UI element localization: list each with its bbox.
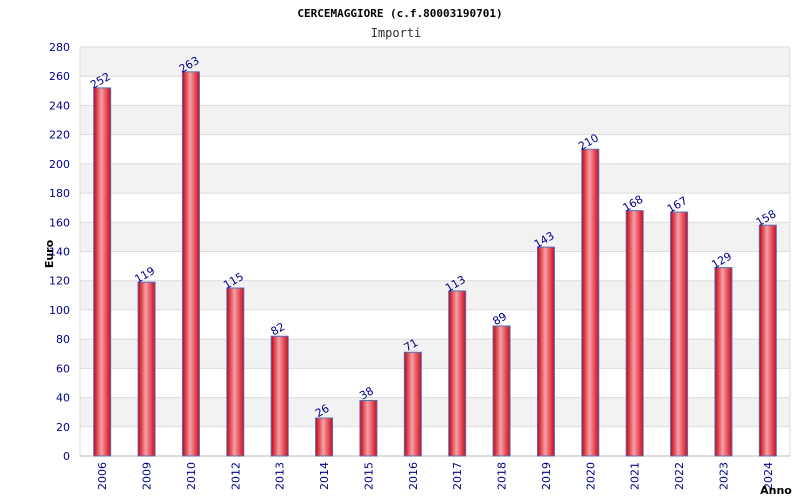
y-tick-label: 60 <box>56 362 70 375</box>
data-label: 89 <box>491 310 510 328</box>
y-tick-label: 80 <box>56 333 70 346</box>
y-tick-label: 280 <box>49 41 70 54</box>
bar <box>670 211 689 457</box>
chart-title: CERCEMAGGIORE (c.f.80003190701) <box>297 7 502 20</box>
bar <box>758 224 777 457</box>
y-tick-label: 20 <box>56 421 70 434</box>
x-tick-label: 2024 <box>762 462 775 490</box>
data-label: 82 <box>269 320 288 338</box>
x-tick-label: 2020 <box>584 462 597 490</box>
bar <box>581 148 600 457</box>
x-tick-label: 2014 <box>318 462 331 490</box>
bar <box>625 210 644 457</box>
x-axis-ticks: 2006 2009 2010 2012 2013 2014 2015 2016 2017 2018… <box>96 462 775 490</box>
y-tick-label: 120 <box>49 275 70 288</box>
x-tick-label: 2021 <box>629 462 642 490</box>
x-tick-label: 2006 <box>96 462 109 490</box>
y-axis-title: Euro <box>43 239 56 268</box>
y-tick-label: 140 <box>49 246 70 259</box>
x-tick-label: 2010 <box>185 462 198 490</box>
chart-subtitle: Importi <box>371 26 422 40</box>
bar <box>492 325 511 457</box>
x-tick-label: 2018 <box>496 462 509 490</box>
bar <box>714 267 733 457</box>
x-axis-title: Anno <box>760 484 792 497</box>
bar <box>181 71 200 457</box>
bar <box>403 351 422 457</box>
x-tick-label: 2009 <box>141 462 154 490</box>
x-tick-label: 2012 <box>229 462 242 490</box>
bar <box>270 335 289 457</box>
x-tick-label: 2019 <box>540 462 553 490</box>
bar <box>93 87 112 457</box>
data-label: 38 <box>357 384 376 402</box>
y-tick-label: 260 <box>49 70 70 83</box>
y-axis-ticks: 0 20 40 60 80 100 120 140 160 180 200 220 240 260 280 <box>49 41 70 463</box>
x-tick-label: 2016 <box>407 462 420 490</box>
y-tick-label: 180 <box>49 187 70 200</box>
bar <box>536 246 555 457</box>
y-tick-label: 240 <box>49 99 70 112</box>
data-label: 71 <box>402 336 421 354</box>
bar <box>359 399 378 457</box>
bar <box>226 287 245 457</box>
y-tick-label: 200 <box>49 158 70 171</box>
x-tick-label: 2013 <box>274 462 287 490</box>
bars <box>93 71 777 457</box>
y-tick-label: 220 <box>49 129 70 142</box>
y-tick-label: 0 <box>63 450 70 463</box>
x-tick-label: 2023 <box>717 462 730 490</box>
y-tick-label: 100 <box>49 304 70 317</box>
y-tick-label: 160 <box>49 216 70 229</box>
y-tick-label: 40 <box>56 392 70 405</box>
bar <box>315 417 334 457</box>
x-tick-label: 2015 <box>362 462 375 490</box>
x-tick-label: 2017 <box>451 462 464 490</box>
data-label: 26 <box>313 402 332 420</box>
bar <box>137 281 156 457</box>
x-tick-label: 2022 <box>673 462 686 490</box>
bar <box>448 290 467 457</box>
